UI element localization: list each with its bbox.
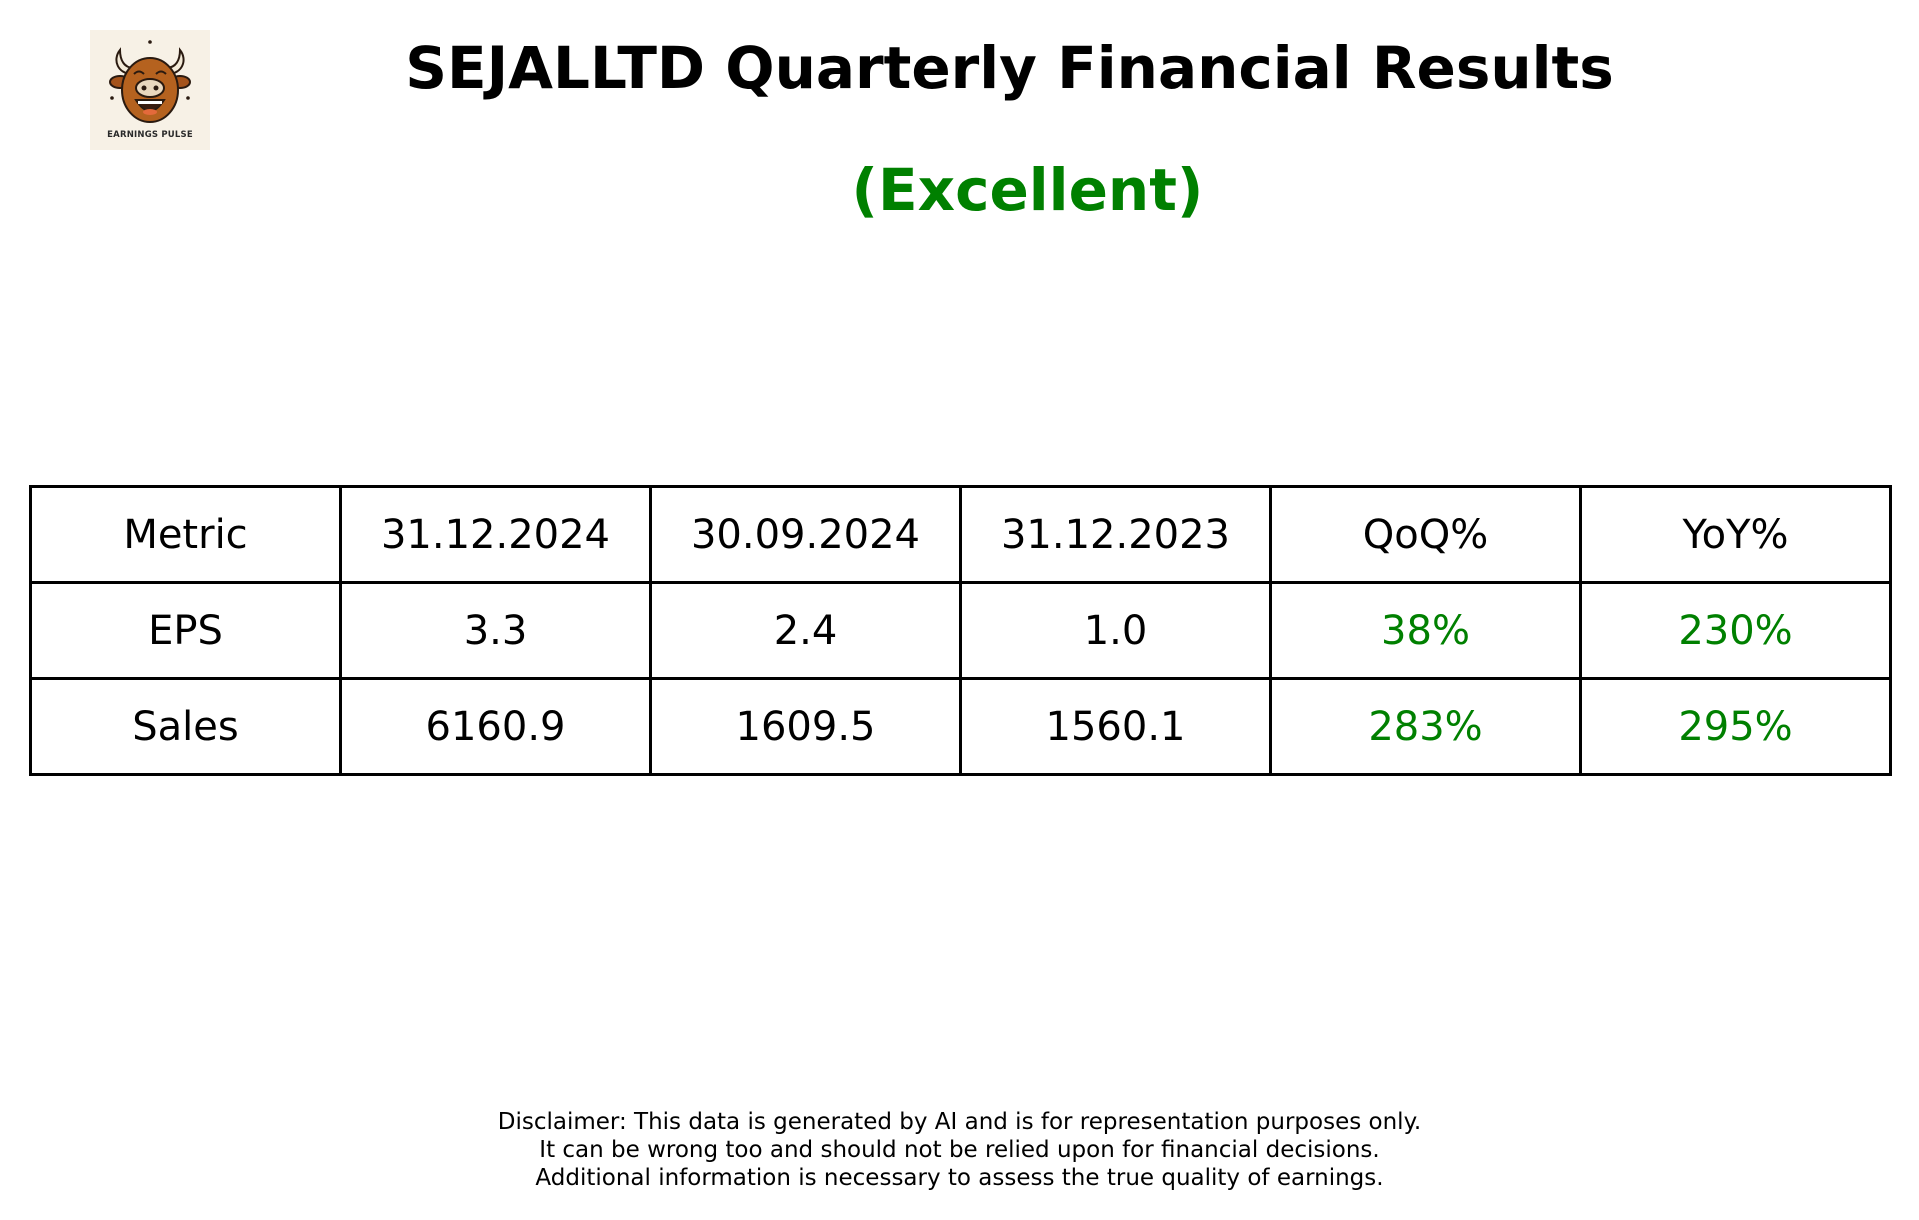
disclaimer: Disclaimer: This data is generated by AI…: [0, 1108, 1919, 1192]
yoy-change: 295%: [1579, 677, 1892, 776]
column-header-year-ago-quarter: 31.12.2023: [959, 485, 1272, 584]
current-quarter-value: 3.3: [339, 581, 652, 680]
column-header-previous-quarter: 30.09.2024: [649, 485, 962, 584]
table-row: Sales 6160.9 1609.5 1560.1 283% 295%: [29, 677, 1892, 776]
table-header-row: Metric 31.12.2024 30.09.2024 31.12.2023 …: [29, 485, 1892, 584]
previous-quarter-value: 1609.5: [649, 677, 962, 776]
qoq-change: 38%: [1269, 581, 1582, 680]
column-header-metric: Metric: [29, 485, 342, 584]
yoy-change: 230%: [1579, 581, 1892, 680]
year-ago-quarter-value: 1.0: [959, 581, 1272, 680]
year-ago-quarter-value: 1560.1: [959, 677, 1272, 776]
metric-name: Sales: [29, 677, 342, 776]
previous-quarter-value: 2.4: [649, 581, 962, 680]
rating-label: (Excellent): [0, 155, 1919, 225]
bull-mascot-icon: [109, 40, 191, 123]
rating-text: (Excellent): [851, 156, 1204, 224]
metric-name: EPS: [29, 581, 342, 680]
table-row: EPS 3.3 2.4 1.0 38% 230%: [29, 581, 1892, 680]
logo-caption: EARNINGS PULSE: [107, 130, 193, 140]
disclaimer-line: It can be wrong too and should not be re…: [539, 1137, 1380, 1163]
page-title: SEJALLTD Quarterly Financial Results: [405, 34, 1614, 102]
earnings-pulse-logo: EARNINGS PULSE: [90, 30, 210, 150]
current-quarter-value: 6160.9: [339, 677, 652, 776]
disclaimer-line: Additional information is necessary to a…: [535, 1165, 1384, 1191]
results-table: Metric 31.12.2024 30.09.2024 31.12.2023 …: [29, 485, 1892, 776]
disclaimer-line: Disclaimer: This data is generated by AI…: [497, 1109, 1422, 1135]
qoq-change: 283%: [1269, 677, 1582, 776]
column-header-yoy: YoY%: [1579, 485, 1892, 584]
column-header-current-quarter: 31.12.2024: [339, 485, 652, 584]
column-header-qoq: QoQ%: [1269, 485, 1582, 584]
